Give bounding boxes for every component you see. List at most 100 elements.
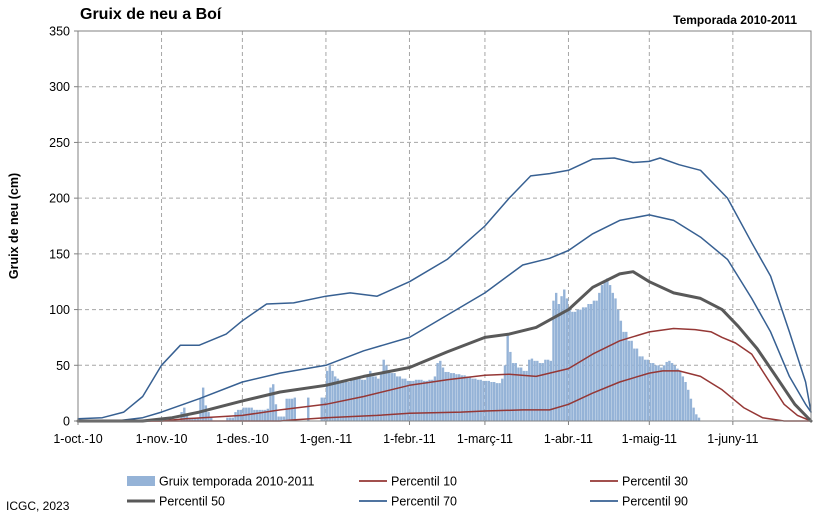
bar [466,376,469,421]
percentile-lines [76,157,813,423]
series-line-percentil-90 [77,157,812,420]
bar [393,373,396,421]
bar [280,416,283,421]
bar [560,296,563,421]
bar [692,407,695,421]
bar [579,309,582,421]
bar [385,365,388,421]
bar [592,300,596,421]
bar [638,356,641,421]
bar [387,370,391,421]
bar [600,285,604,421]
bar [468,376,472,421]
bar [328,365,332,421]
bar [490,382,493,421]
bar [185,414,189,421]
y-tick-label: 0 [63,415,70,429]
bar [689,398,693,421]
bar [525,370,528,421]
x-tick-label: 1-gen.-11 [300,432,353,446]
bar [431,379,434,421]
bar [649,363,652,421]
bar [641,356,644,421]
bar [428,379,431,421]
bar [228,417,232,421]
bar [530,358,534,421]
bar [554,292,558,421]
bar [447,371,450,421]
bar [355,378,358,421]
series-line-percentil-70 [77,214,812,422]
bar [506,334,509,421]
bar [541,363,544,421]
series-line-percentil-10 [77,370,812,422]
bar [697,417,701,421]
bar [395,376,399,421]
bar [687,389,690,421]
bar [568,309,571,421]
bar [277,416,280,421]
bar [678,370,682,421]
bar [350,379,353,421]
bar [498,383,501,421]
bar [352,379,356,421]
bar [210,416,213,421]
bar [290,398,294,421]
bar [412,380,415,421]
bar [573,311,577,421]
bar [544,359,547,421]
bar [293,397,296,421]
x-tick-label: 1-oct.-10 [53,432,102,446]
snow-depth-bars [180,278,701,421]
bar [323,397,326,421]
legend-label-bars: Gruix temporada 2010-2011 [159,475,314,489]
bar [199,398,202,421]
bar [226,417,229,421]
bar [414,379,418,421]
x-tick-label: 1-juny-11 [707,432,758,446]
bar [420,379,423,421]
bar [390,373,393,421]
bar [584,307,588,421]
bar [614,298,617,421]
bar [681,376,685,421]
bar [598,292,601,421]
y-tick-label: 200 [49,192,70,206]
bar [344,382,348,421]
bar [204,405,208,421]
bar [457,374,461,421]
grid [78,30,811,421]
x-tick-label: 1-nov.-10 [136,432,188,446]
bar [619,320,623,421]
bar [627,340,631,421]
bar [455,374,458,421]
bar [452,373,455,421]
bar [196,417,199,421]
bar [660,367,663,421]
bar [360,379,364,421]
bar [371,376,375,421]
bar [630,340,633,421]
bar [590,304,593,421]
bar [379,374,383,421]
legend-swatch-bars [127,476,155,486]
bar [493,382,496,421]
bar [366,376,369,421]
x-tick-label: 1-maig-11 [622,432,677,446]
bar [471,378,474,421]
bar [622,331,625,421]
y-tick-label: 50 [56,359,70,373]
bar [503,365,507,421]
bar [581,307,585,421]
credit-text: ICGC, 2023 [6,499,70,513]
bar [463,375,466,421]
bar [603,281,606,421]
bar [533,360,536,421]
legend-label-p50: Percentil 50 [159,495,225,509]
bar [253,409,256,421]
bar [269,387,272,421]
bar [436,363,439,421]
bar [347,382,350,421]
bar [331,370,334,421]
bar [374,376,377,421]
